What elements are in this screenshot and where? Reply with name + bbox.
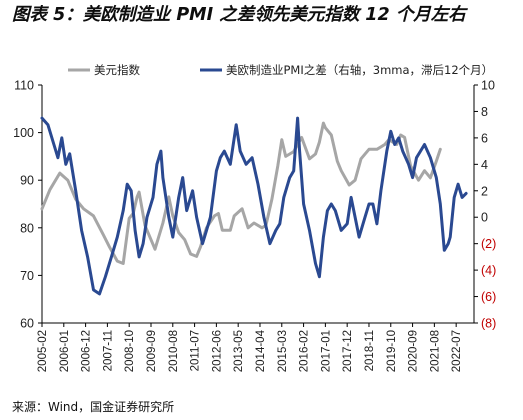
left-tick-label: 110 [14, 79, 34, 93]
x-tick-label: 2008-10 [124, 330, 136, 372]
right-tick-label: (2) [481, 237, 496, 251]
series-layer [40, 116, 468, 296]
x-tick-label: 2011-07 [190, 330, 202, 371]
source-note: 来源：Wind，国金证券研究所 [12, 400, 175, 414]
right-tick-label: 4 [481, 158, 488, 172]
right-tick-label: 10 [481, 79, 495, 93]
right-tick-label: 8 [481, 105, 488, 119]
x-tick-label: 2006-01 [59, 330, 71, 372]
left-tick-label: 90 [20, 174, 34, 188]
dual-axis-line-chart: 美元指数 美欧制造业PMI之差（右轴，3mma，滞后12个月） 607080901… [13, 63, 496, 372]
left-tick-label: 70 [20, 269, 34, 283]
left-tick-label: 60 [20, 317, 34, 331]
x-tick-label: 2005-02 [37, 330, 49, 372]
x-tick-label: 2017-12 [342, 330, 354, 372]
right-tick-label: (6) [481, 290, 496, 304]
legend-label-2: 美欧制造业PMI之差（右轴，3mma，滞后12个月） [226, 63, 493, 77]
x-tick-label: 2015-03 [277, 330, 289, 372]
x-tick-label: 2020-09 [408, 330, 420, 372]
right-tick-label: 6 [481, 131, 488, 145]
x-tick-label: 2018-11 [364, 330, 376, 371]
x-tick-label: 2022-07 [451, 330, 463, 372]
right-tick-label: (8) [481, 317, 496, 331]
right-tick-label: 0 [481, 211, 488, 225]
right-tick-label: (4) [481, 264, 496, 278]
legend: 美元指数 美欧制造业PMI之差（右轴，3mma，滞后12个月） [68, 63, 493, 77]
right-tick-label: 2 [481, 184, 488, 198]
x-tick-label: 2021-08 [429, 330, 441, 372]
left-tick-label: 80 [20, 221, 34, 235]
x-tick-label: 2016-02 [299, 330, 311, 372]
left-tick-label: 100 [13, 126, 34, 140]
right-y-axis: (8) (6) (4) (2) 0 2 4 6 8 10 [473, 79, 496, 331]
x-tick-label: 2014-04 [255, 329, 267, 372]
x-tick-label: 2006-12 [81, 330, 93, 372]
legend-label-1: 美元指数 [94, 63, 140, 77]
x-tick-label: 2017-01 [320, 330, 332, 372]
left-y-axis: 60 70 80 90 100 110 [13, 79, 43, 331]
x-axis: 2005-02 2006-01 2006-12 2007-11 2008-10 2009-… [37, 322, 474, 372]
x-tick-label: 2012-06 [211, 330, 223, 372]
chart-title: 图表 5：美欧制造业 PMI 之差领先美元指数 12 个月左右 [12, 5, 466, 25]
pmi-diff-line [40, 116, 468, 296]
x-tick-label: 2009-09 [146, 330, 158, 372]
x-tick-label: 2007-11 [102, 330, 114, 371]
x-tick-label: 2019-10 [386, 330, 398, 372]
x-tick-label: 2013-05 [233, 330, 245, 372]
x-tick-label: 2010-08 [168, 330, 180, 372]
dollar-index-line [40, 121, 442, 265]
